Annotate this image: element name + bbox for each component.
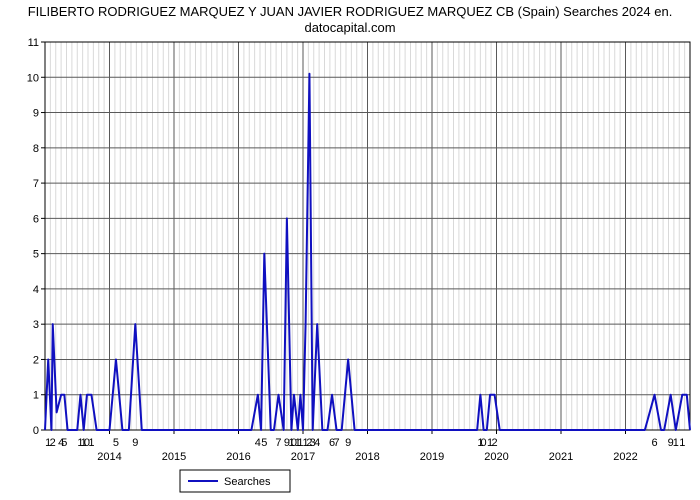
x-year-label: 2020 xyxy=(484,451,508,463)
x-point-label: 1 xyxy=(88,437,94,449)
x-point-label: 1 xyxy=(679,437,685,449)
x-point-label: 2 xyxy=(492,437,498,449)
x-point-label: 9 xyxy=(345,437,351,449)
y-tick-label: 4 xyxy=(33,284,39,296)
x-year-label: 2019 xyxy=(420,451,444,463)
x-point-label: 1 xyxy=(673,437,679,449)
x-point-label: 6 xyxy=(651,437,657,449)
x-year-label: 2017 xyxy=(291,451,315,463)
y-tick-label: 2 xyxy=(33,354,39,366)
x-point-label: 4 xyxy=(255,437,261,449)
x-point-label: 5 xyxy=(61,437,67,449)
x-year-label: 2016 xyxy=(226,451,250,463)
x-point-label: 7 xyxy=(333,437,339,449)
x-year-label: 2021 xyxy=(549,451,573,463)
y-tick-label: 0 xyxy=(33,425,39,437)
x-point-label: 0 xyxy=(481,437,487,449)
x-year-label: 2014 xyxy=(97,451,121,463)
x-point-label: 2 xyxy=(50,437,56,449)
x-year-label: 2018 xyxy=(355,451,379,463)
y-tick-label: 1 xyxy=(33,390,39,402)
x-point-label: 7 xyxy=(275,437,281,449)
x-point-label: 4 xyxy=(314,437,320,449)
y-tick-label: 3 xyxy=(33,319,39,331)
y-tick-label: 7 xyxy=(33,178,39,190)
x-point-label: 5 xyxy=(261,437,267,449)
x-point-label: 5 xyxy=(113,437,119,449)
y-tick-label: 10 xyxy=(27,72,39,84)
y-tick-label: 9 xyxy=(33,108,39,120)
chart-container: FILIBERTO RODRIGUEZ MARQUEZ Y JUAN JAVIE… xyxy=(0,0,700,500)
x-year-label: 2015 xyxy=(162,451,186,463)
y-tick-label: 5 xyxy=(33,249,39,261)
x-year-label: 2022 xyxy=(613,451,637,463)
y-tick-label: 11 xyxy=(28,37,39,49)
legend-label: Searches xyxy=(224,476,271,488)
y-tick-label: 6 xyxy=(33,213,39,225)
x-point-label: 9 xyxy=(132,437,138,449)
chart-svg: 0123456789101120142015201620172018201920… xyxy=(0,0,700,500)
y-tick-label: 8 xyxy=(33,143,39,155)
